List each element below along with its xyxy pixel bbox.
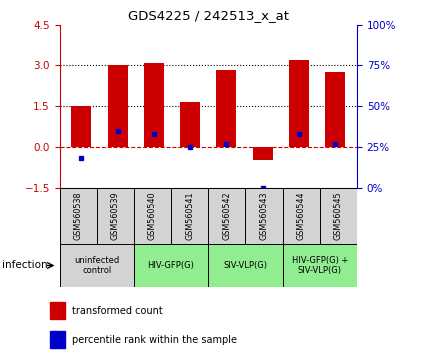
Bar [134, 188, 171, 244]
Bar [50, 302, 65, 319]
Bar [320, 188, 357, 244]
Text: infection: infection [2, 261, 48, 270]
Bar [71, 106, 91, 147]
Bar [60, 244, 134, 287]
Bar [245, 188, 283, 244]
Bar [96, 188, 134, 244]
Text: HIV-GFP(G) +
SIV-VLP(G): HIV-GFP(G) + SIV-VLP(G) [292, 256, 348, 275]
Text: GSM560539: GSM560539 [111, 191, 120, 240]
Bar [283, 188, 320, 244]
Text: GSM560543: GSM560543 [260, 191, 269, 240]
Text: percentile rank within the sample: percentile rank within the sample [72, 335, 238, 344]
Text: GSM560544: GSM560544 [297, 191, 306, 240]
Text: uninfected
control: uninfected control [74, 256, 119, 275]
Bar [108, 65, 128, 147]
Bar [216, 70, 236, 147]
Bar [208, 188, 245, 244]
Bar [253, 147, 273, 160]
Text: GSM560540: GSM560540 [148, 191, 157, 240]
Bar [208, 244, 283, 287]
Title: GDS4225 / 242513_x_at: GDS4225 / 242513_x_at [128, 9, 289, 22]
Bar [325, 72, 345, 147]
Text: transformed count: transformed count [72, 306, 163, 316]
Bar [144, 63, 164, 147]
Text: GSM560538: GSM560538 [74, 191, 82, 240]
Bar [134, 244, 208, 287]
Text: HIV-GFP(G): HIV-GFP(G) [147, 261, 195, 270]
Bar [289, 60, 309, 147]
Text: GSM560542: GSM560542 [222, 191, 231, 240]
Bar [60, 188, 96, 244]
Bar [283, 244, 357, 287]
Text: SIV-VLP(G): SIV-VLP(G) [224, 261, 267, 270]
Text: GSM560545: GSM560545 [334, 191, 343, 240]
Text: GSM560541: GSM560541 [185, 191, 194, 240]
Bar [180, 102, 200, 147]
Bar [50, 331, 65, 348]
Bar [171, 188, 208, 244]
